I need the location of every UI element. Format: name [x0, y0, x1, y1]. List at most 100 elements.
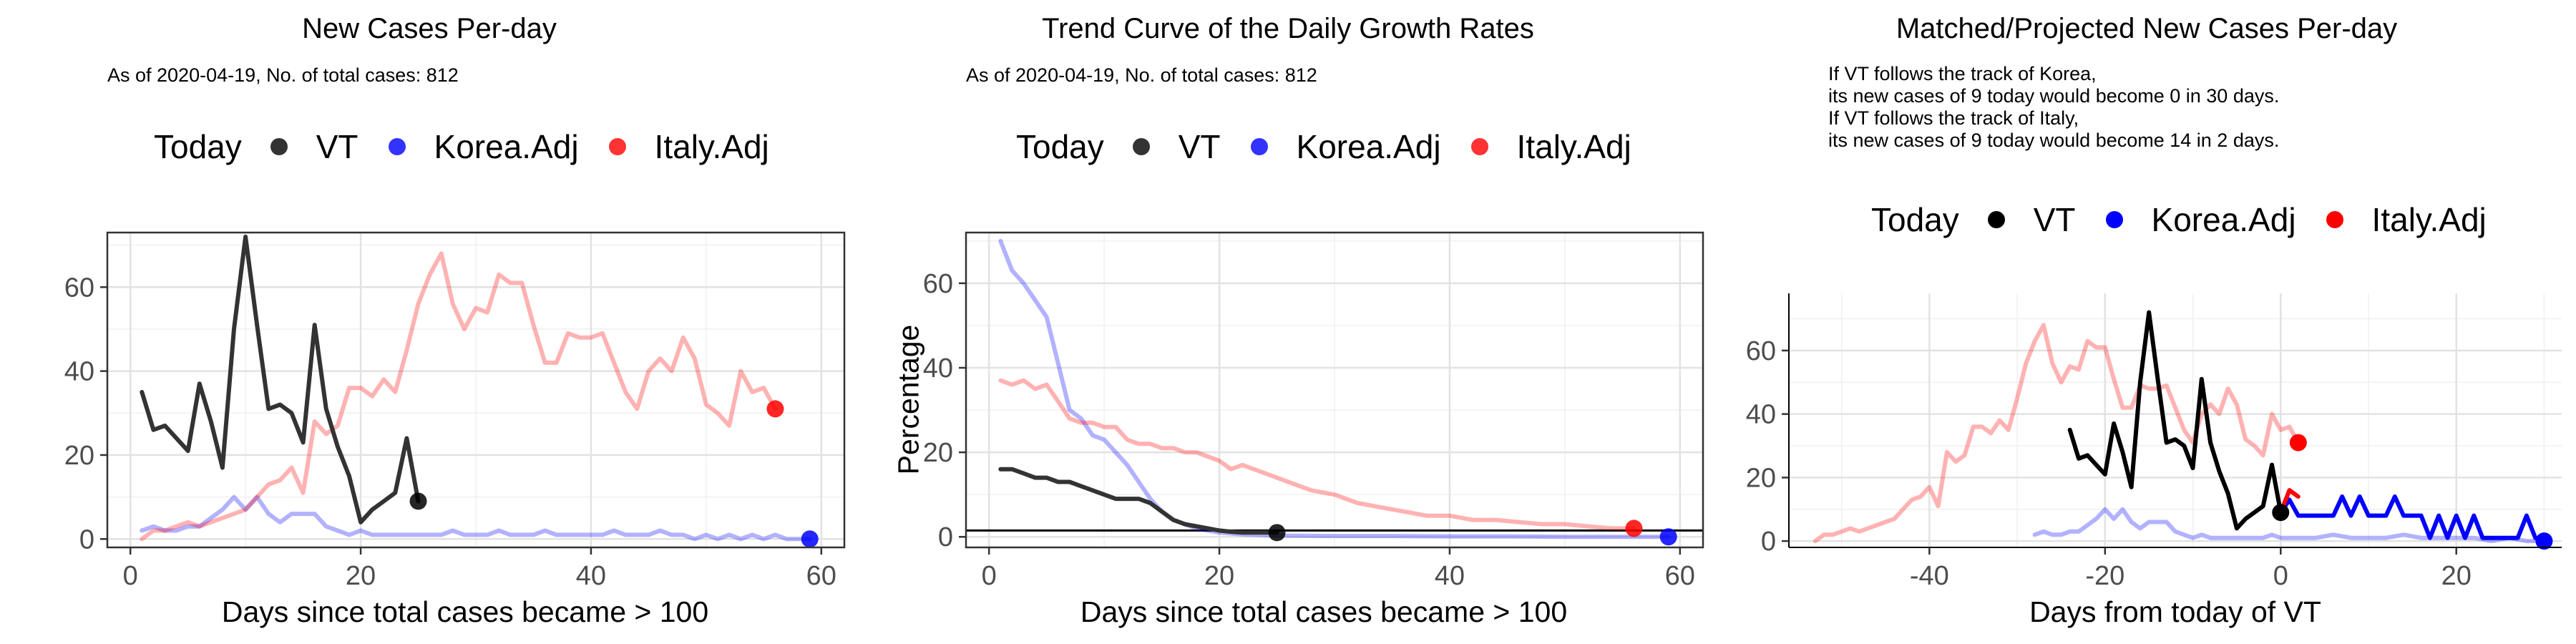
y-axis-label: Percentage: [892, 324, 925, 475]
x-tick-label: 20: [2441, 561, 2472, 591]
chart-plot-growth-rates: 0 20 40 60 0 20 40 60: [923, 231, 1704, 591]
y-tick-label: 60: [64, 273, 94, 303]
legend-label-korea: Korea.Adj: [2151, 201, 2296, 238]
legend-title: Today: [1871, 201, 1959, 238]
x-tick-label: 20: [346, 561, 376, 591]
y-tick-label: 0: [938, 522, 953, 552]
y-tick-label: 20: [64, 441, 94, 471]
chart-subtitle: As of 2020-04-19, No. of total cases: 81…: [107, 64, 459, 86]
x-tick-label: 0: [982, 561, 997, 591]
grid: [966, 233, 1703, 547]
x-axis-label: Days since total cases became > 100: [1080, 595, 1568, 628]
x-tick-label: -20: [2085, 561, 2124, 591]
x-tick-label: 40: [1435, 561, 1465, 591]
series-line-vt: [2067, 310, 2283, 531]
chart-panel-growth-rates: Trend Curve of the Daily Growth Rates As…: [859, 0, 1717, 644]
today-point-vt: [1268, 524, 1286, 542]
series-line-korea-adj: [140, 494, 812, 542]
today-point-vt: [409, 492, 427, 510]
series-line-italy-adj: [998, 378, 1636, 531]
legend-key-korea: Korea.Adj: [1250, 127, 1441, 166]
y-tick-label: 40: [64, 357, 94, 387]
x-tick-label: -40: [1910, 561, 1949, 591]
legend-dot-korea: [1250, 138, 1268, 155]
y-tick-label: 60: [1746, 336, 1776, 366]
chart-legend: Today VT Korea.Adj Italy.Adj: [154, 127, 799, 166]
chart-title: Trend Curve of the Daily Growth Rates: [1042, 13, 1534, 44]
today-point-italy-adj: [1625, 519, 1643, 537]
series-line-italy-adj-history: [1813, 323, 2301, 544]
subtitle-line: its new cases of 9 today would become 14…: [1828, 130, 2280, 151]
y-tick-label: 0: [79, 525, 94, 555]
legend-title: Today: [154, 128, 242, 165]
legend-dot-vt: [1132, 138, 1150, 155]
chart-plot-projected: -40 -20 0 20 0 20 40 60: [1746, 293, 2562, 591]
series-line-korea-adj-projected: [2278, 494, 2547, 544]
chart-legend: Today VT Korea.Adj Italy.Adj: [1871, 200, 2517, 239]
grid: [107, 233, 844, 547]
legend-key-vt: VT: [270, 127, 358, 166]
chart-title: New Cases Per-day: [302, 13, 557, 44]
plot-border: [106, 231, 846, 549]
legend-label-italy: Italy.Adj: [2371, 201, 2487, 238]
series-line-vt: [998, 467, 1279, 535]
legend-label-vt: VT: [1178, 128, 1221, 165]
x-tick-label: 0: [123, 561, 138, 591]
grid: [1789, 293, 2562, 547]
chart-title: Matched/Projected New Cases Per-day: [1896, 13, 2398, 44]
plot-border: [965, 231, 1704, 549]
chart-panel-projected: Matched/Projected New Cases Per-day If V…: [1717, 0, 2576, 644]
x-axis-label: Days from today of VT: [2029, 595, 2321, 628]
legend-title: Today: [1016, 128, 1104, 165]
x-tick-label: 60: [1665, 561, 1695, 591]
legend-label-korea: Korea.Adj: [434, 128, 579, 165]
subtitle-line: If VT follows the track of Korea,: [1828, 63, 2097, 84]
today-point-italy-adj: [766, 400, 784, 418]
chart-panel-new-cases: New Cases Per-day As of 2020-04-19, No. …: [0, 0, 859, 644]
legend-dot-vt: [1987, 211, 2005, 228]
legend-key-korea: Korea.Adj: [2105, 200, 2296, 239]
legend-label-korea: Korea.Adj: [1296, 128, 1441, 165]
legend-dot-italy: [1470, 138, 1488, 155]
y-tick-label: 40: [1746, 400, 1776, 430]
series-line-vt: [140, 234, 421, 525]
plot-background: [1789, 293, 2562, 547]
y-tick-label: 60: [923, 269, 953, 299]
today-point-vt: [2272, 504, 2290, 522]
legend-label-vt: VT: [316, 128, 358, 165]
legend-dot-korea: [2105, 211, 2123, 228]
legend-label-italy: Italy.Adj: [1516, 128, 1631, 165]
legend-label-italy: Italy.Adj: [654, 128, 769, 165]
legend-key-italy: Italy.Adj: [608, 127, 769, 166]
today-point-korea-adj: [1659, 528, 1677, 546]
x-tick-label: 0: [2273, 561, 2288, 591]
y-tick-label: 0: [1761, 527, 1776, 557]
series-line-italy-adj: [140, 251, 778, 542]
legend-dot-vt: [270, 138, 288, 155]
chart-legend: Today VT Korea.Adj Italy.Adj: [1016, 127, 1662, 166]
legend-key-vt: VT: [1987, 200, 2076, 239]
y-tick-label: 40: [923, 353, 953, 384]
legend-key-vt: VT: [1132, 127, 1221, 166]
today-point-korea-adj: [801, 530, 819, 548]
legend-label-vt: VT: [2033, 201, 2076, 238]
legend-key-italy: Italy.Adj: [1470, 127, 1631, 166]
subtitle-line: its new cases of 9 today would become 0 …: [1828, 85, 2280, 107]
today-point-italy-adj-projected: [2289, 434, 2307, 452]
legend-dot-italy: [2326, 211, 2343, 228]
subtitle-line: If VT follows the track of Italy,: [1828, 107, 2079, 129]
x-tick-label: 40: [576, 561, 606, 591]
x-axis-label: Days since total cases became > 100: [221, 595, 709, 628]
legend-key-italy: Italy.Adj: [2326, 200, 2487, 239]
chart-subtitle: If VT follows the track of Korea, its ne…: [1828, 63, 2279, 152]
x-tick-label: 20: [1204, 561, 1234, 591]
x-tick-label: 60: [806, 561, 836, 591]
today-point-korea-adj-projected: [2535, 532, 2553, 550]
chart-subtitle: As of 2020-04-19, No. of total cases: 81…: [966, 64, 1317, 86]
y-tick-label: 20: [923, 438, 953, 468]
series-line-korea-adj-history: [2032, 507, 2547, 544]
chart-plot-new-cases: 0 20 40 60 0 20 40 60: [64, 231, 846, 591]
y-tick-label: 20: [1746, 463, 1776, 493]
legend-dot-korea: [388, 138, 406, 155]
legend-dot-italy: [608, 138, 626, 155]
